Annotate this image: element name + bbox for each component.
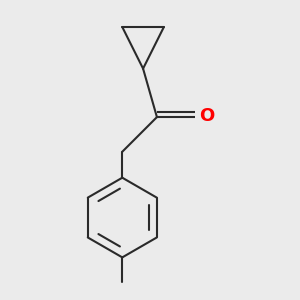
Text: O: O <box>199 107 214 125</box>
